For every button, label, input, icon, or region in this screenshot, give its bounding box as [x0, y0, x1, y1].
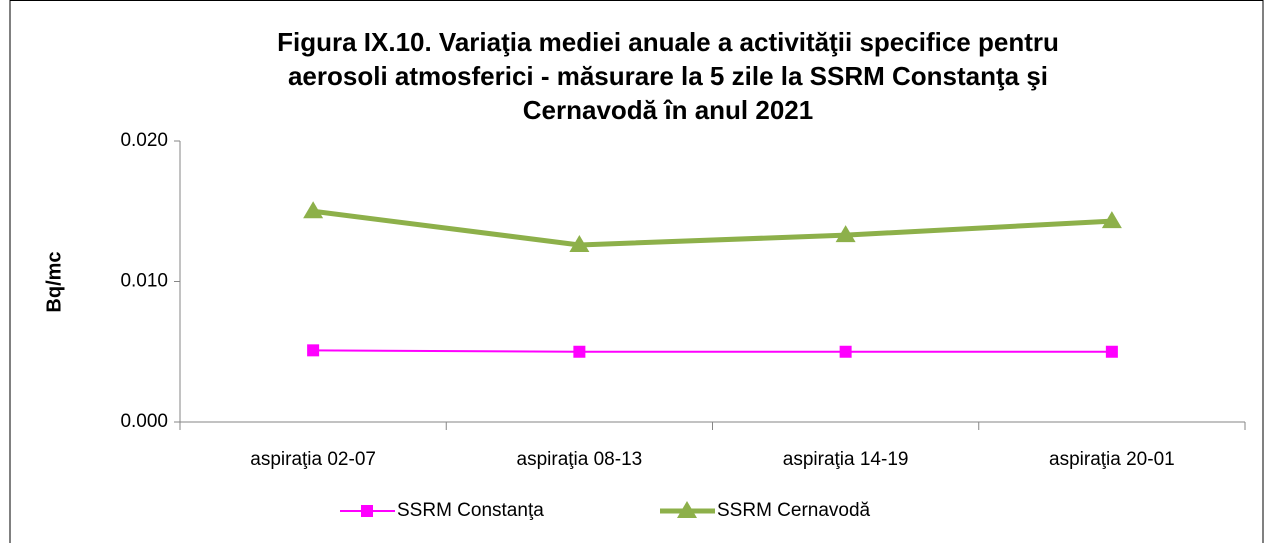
- legend-label: SSRM Cernavodă: [717, 500, 871, 521]
- series-line: [312, 208, 1113, 248]
- x-tick-label: aspiraţia 14-19: [783, 449, 909, 470]
- y-tick-label: 0.000: [120, 411, 168, 432]
- marker: [573, 345, 586, 358]
- x-tick-label: aspiraţia 02-07: [250, 449, 376, 470]
- y-tick-label: 0.010: [120, 271, 168, 292]
- y-tick-label: 0.020: [120, 130, 168, 151]
- marker: [835, 225, 856, 243]
- x-tick-label: aspiraţia 20-01: [1049, 449, 1175, 470]
- legend-label: SSRM Constanţa: [397, 500, 544, 521]
- chart-title: aerosoli atmosferici - măsurare la 5 zil…: [288, 61, 1048, 91]
- marker: [569, 234, 590, 252]
- y-axis-label: Bq/mc: [43, 251, 65, 312]
- marker: [361, 505, 373, 517]
- chart-title: Figura IX.10. Variaţia mediei anuale a a…: [277, 27, 1059, 57]
- marker: [1105, 345, 1118, 358]
- x-tick-label: aspiraţia 08-13: [517, 449, 643, 470]
- marker: [839, 345, 852, 358]
- chart-title: Cernavodă în anul 2021: [523, 95, 813, 125]
- series-line: [313, 349, 1112, 353]
- marker: [677, 501, 697, 518]
- marker: [1101, 211, 1122, 229]
- marker: [303, 201, 324, 219]
- chart-border: [9, 0, 1264, 543]
- marker: [307, 344, 320, 357]
